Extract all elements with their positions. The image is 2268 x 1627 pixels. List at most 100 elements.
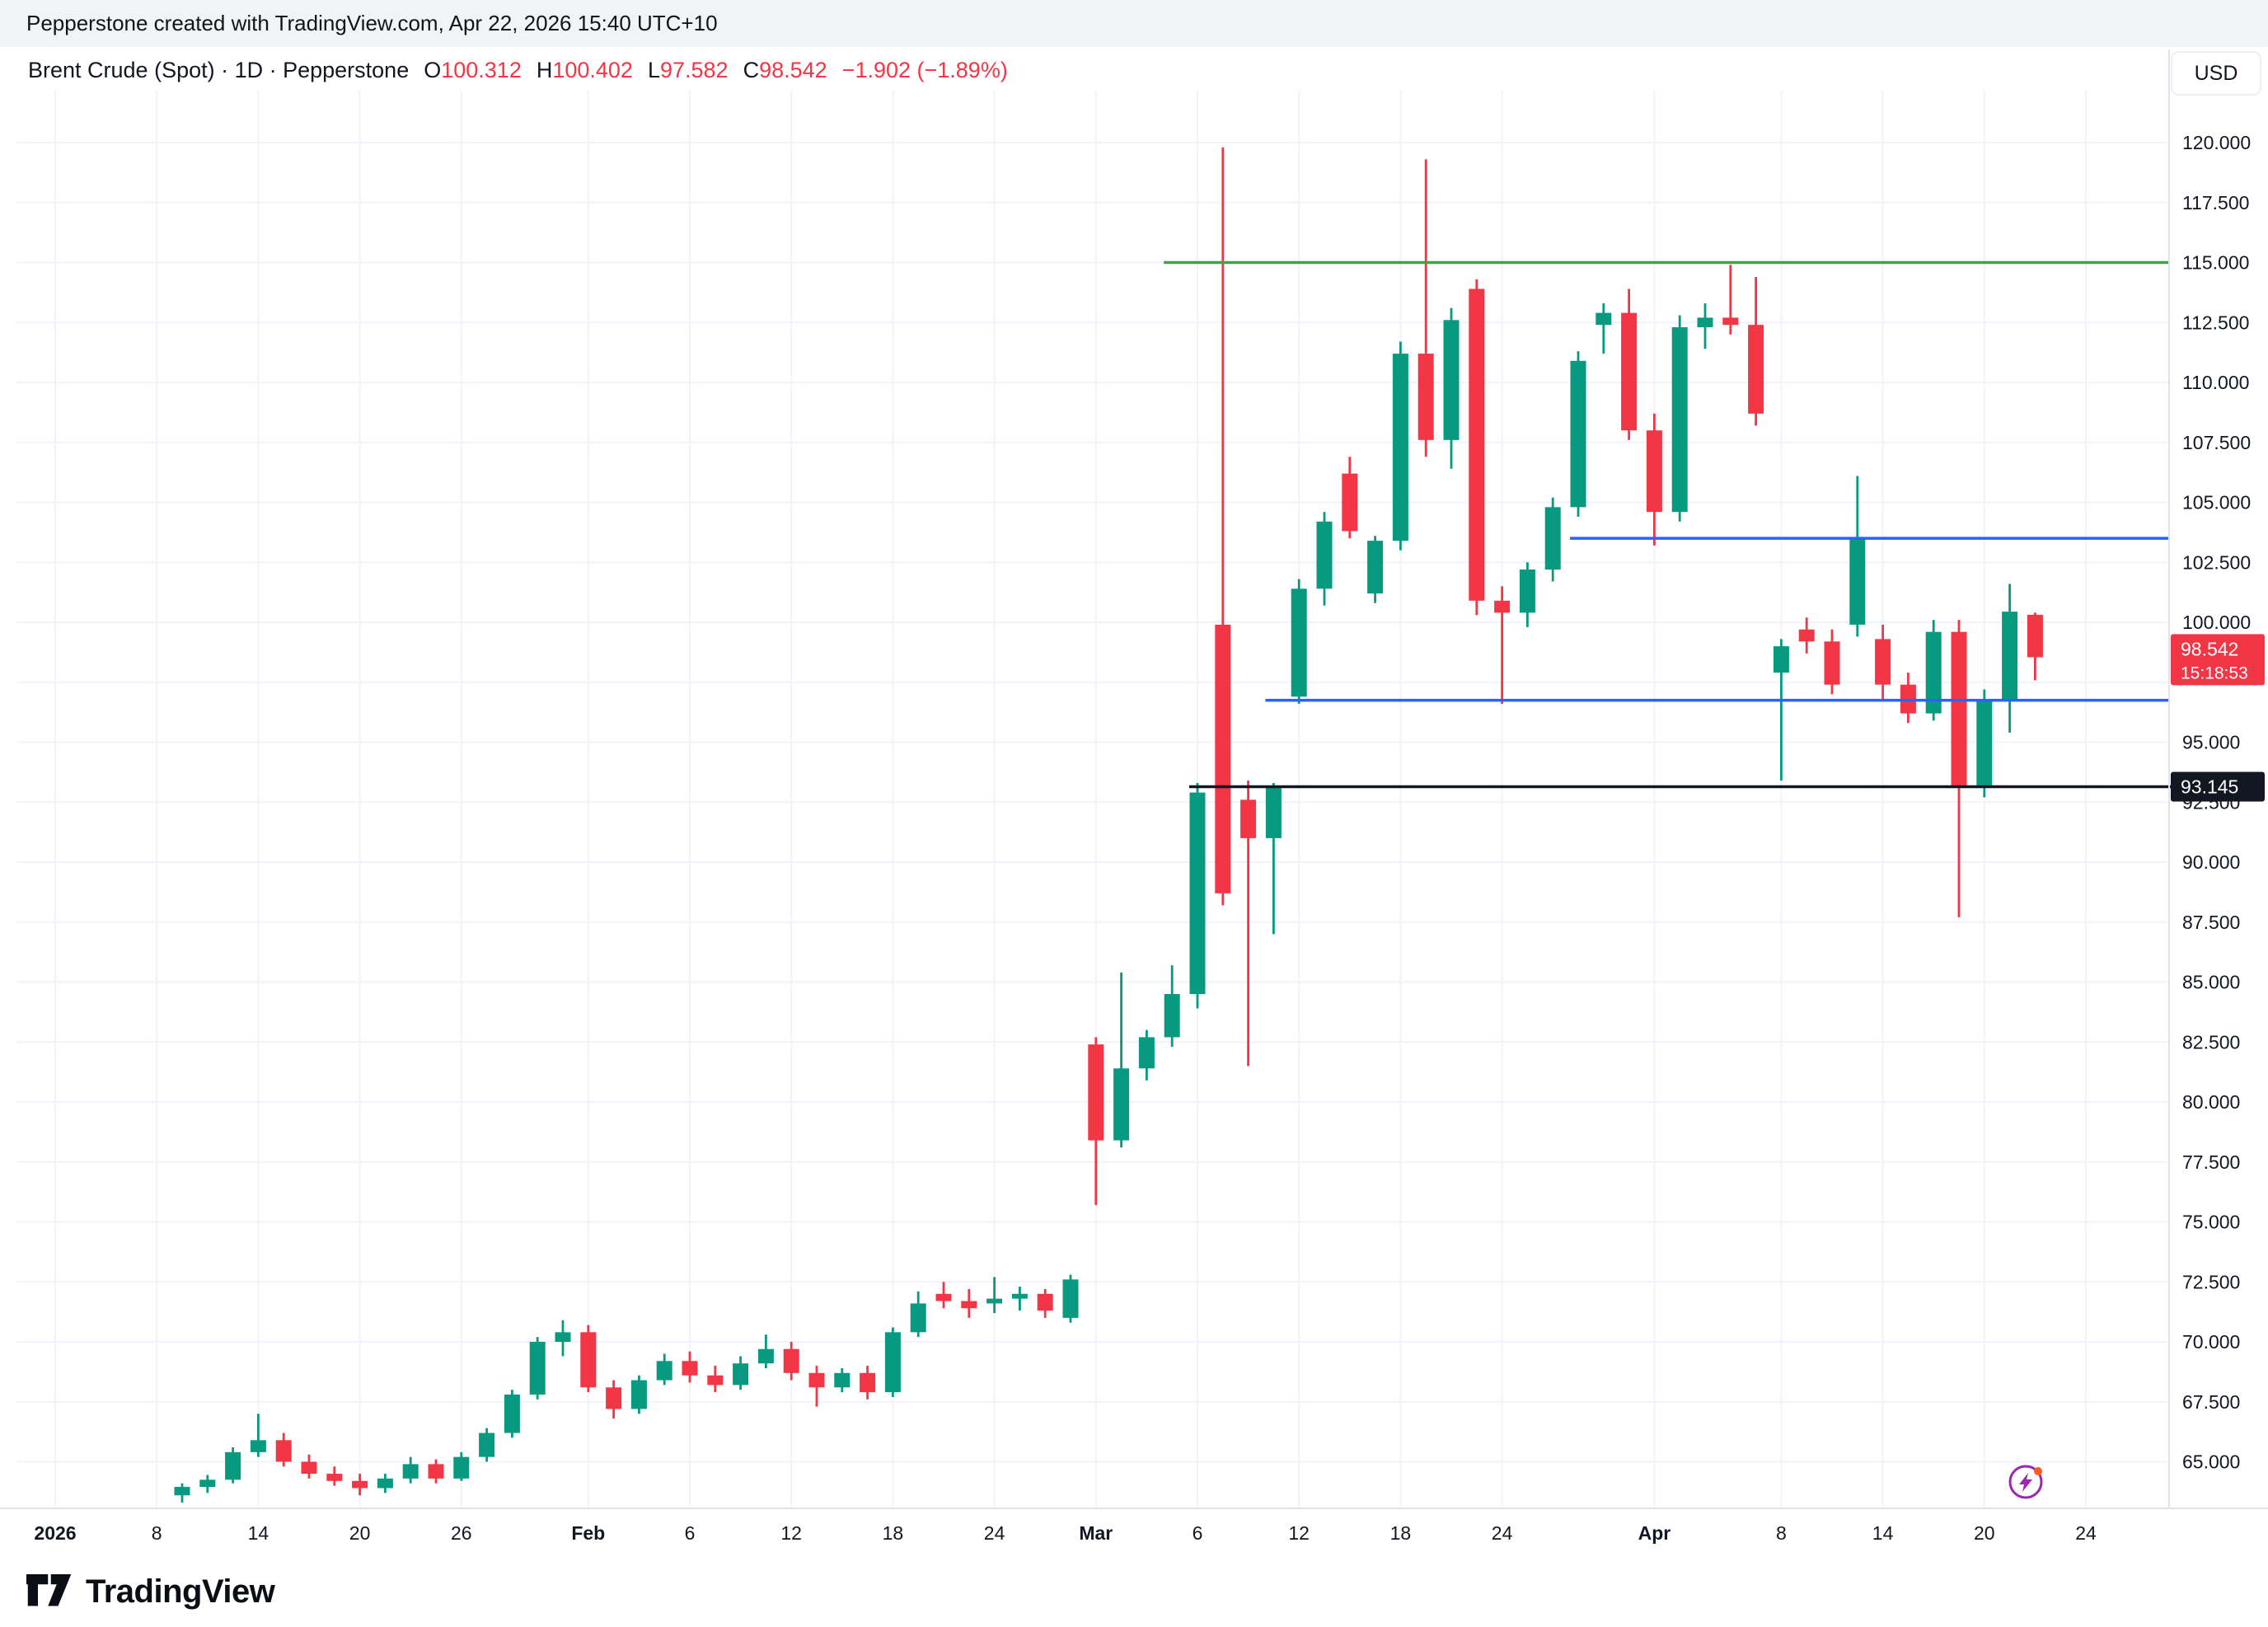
candle — [1951, 620, 1967, 917]
candle — [1011, 1287, 1028, 1311]
candle — [301, 1454, 317, 1479]
candle — [935, 1282, 952, 1309]
candle — [1443, 307, 1460, 469]
symbol-legend: Brent Crude (Spot) · 1D · Pepperstone O1… — [28, 58, 1008, 83]
x-axis-label: Mar — [1079, 1522, 1113, 1544]
y-axis-label: 67.500 — [2182, 1391, 2240, 1413]
y-axis-label: 102.500 — [2182, 551, 2251, 573]
y-axis-label: 112.500 — [2182, 312, 2249, 333]
candle — [1824, 629, 1840, 695]
candle — [428, 1459, 444, 1484]
x-axis-label: 18 — [1390, 1522, 1412, 1544]
candle — [199, 1475, 216, 1493]
price-scale[interactable] — [2169, 91, 2268, 1508]
candle — [707, 1366, 724, 1393]
tradingview-logo[interactable]: TradingView — [26, 1571, 275, 1612]
y-axis-label: 72.500 — [2182, 1271, 2240, 1292]
candle — [352, 1474, 368, 1496]
candle — [1494, 586, 1511, 704]
candle — [1418, 159, 1434, 457]
candle — [504, 1390, 520, 1438]
candle — [402, 1456, 419, 1484]
candle — [2002, 584, 2018, 733]
candle — [326, 1466, 343, 1486]
time-scale[interactable] — [0, 1508, 2268, 1556]
candle — [377, 1474, 393, 1493]
candle — [275, 1432, 292, 1467]
candle — [1189, 782, 1206, 1009]
candle — [1215, 147, 1231, 906]
y-axis-label: 82.500 — [2182, 1031, 2240, 1053]
candle — [1392, 341, 1408, 551]
currency-button[interactable]: USD — [2171, 51, 2261, 96]
x-axis-label: 12 — [780, 1522, 802, 1544]
candle — [1342, 457, 1358, 539]
ohlc-o: O100.312 — [424, 58, 522, 82]
candle — [1037, 1288, 1053, 1318]
x-axis-label: 14 — [248, 1522, 269, 1544]
candle — [1596, 302, 1612, 354]
candle — [1671, 315, 1688, 522]
candle — [1621, 288, 1638, 440]
ohlc-l: L97.582 — [647, 58, 729, 82]
y-axis-label: 87.500 — [2182, 912, 2240, 933]
y-axis-label: 115.000 — [2182, 252, 2249, 274]
candle — [1316, 512, 1333, 606]
ohlc-h: H100.402 — [536, 58, 633, 82]
y-axis-label: 80.000 — [2182, 1091, 2240, 1113]
x-axis-label: 6 — [685, 1522, 696, 1544]
candle — [1265, 782, 1282, 935]
x-axis-label: 18 — [883, 1522, 904, 1544]
x-axis-label: 6 — [1193, 1522, 1203, 1544]
candle — [1570, 351, 1586, 517]
y-axis-label: 120.000 — [2182, 132, 2251, 153]
tradingview-logo-text: TradingView — [86, 1573, 275, 1610]
candle — [1164, 965, 1180, 1048]
symbol-title[interactable]: Brent Crude (Spot) · 1D · Pepperstone — [28, 58, 410, 82]
x-axis-label: Apr — [1638, 1522, 1671, 1544]
candle — [757, 1334, 774, 1369]
lightning-bolt-icon[interactable] — [2008, 1465, 2043, 1499]
x-axis-label: 24 — [2075, 1522, 2097, 1544]
candle — [1291, 579, 1307, 704]
ohlc-values: O100.312 H100.402 L97.582 C98.542 — [409, 58, 827, 83]
y-axis-label: 107.500 — [2182, 432, 2251, 453]
candle — [1113, 972, 1130, 1148]
candle — [1138, 1029, 1155, 1081]
candle — [860, 1366, 876, 1400]
last-price-badge — [2171, 634, 2265, 686]
candle — [174, 1483, 190, 1503]
candle — [656, 1353, 672, 1386]
x-axis-label: 24 — [1492, 1522, 1513, 1544]
candle — [555, 1320, 571, 1357]
x-axis-label: 14 — [1872, 1522, 1894, 1544]
candle — [682, 1351, 698, 1383]
candle — [783, 1342, 799, 1381]
candle — [1367, 536, 1384, 603]
y-axis-label: 117.500 — [2182, 192, 2249, 213]
candlestick-series — [174, 147, 2043, 1503]
tradingview-logo-icon — [26, 1574, 72, 1606]
chart-pane[interactable] — [16, 91, 2169, 1508]
level-price-badge — [2171, 771, 2265, 802]
candle — [1697, 302, 1713, 349]
candle — [2027, 612, 2043, 681]
candle — [1773, 639, 1789, 781]
candle — [1849, 476, 1866, 637]
currency-label: USD — [2194, 61, 2238, 85]
x-axis-label: 26 — [451, 1522, 472, 1544]
candle — [606, 1380, 622, 1419]
y-axis-label: 65.000 — [2182, 1451, 2240, 1473]
ohlc-c: C98.542 — [743, 58, 827, 82]
x-axis-label: Feb — [571, 1522, 605, 1544]
candle — [1088, 1037, 1104, 1206]
candle — [1519, 562, 1535, 627]
candle — [961, 1288, 977, 1318]
y-axis-label: 100.000 — [2182, 612, 2251, 633]
candle — [580, 1325, 597, 1393]
x-axis-label: 20 — [1974, 1522, 1995, 1544]
y-axis-label: 90.000 — [2182, 851, 2240, 873]
y-axis-label: 85.000 — [2182, 972, 2240, 993]
last-price-value: 98.542 — [2181, 638, 2238, 659]
candle — [453, 1451, 470, 1481]
